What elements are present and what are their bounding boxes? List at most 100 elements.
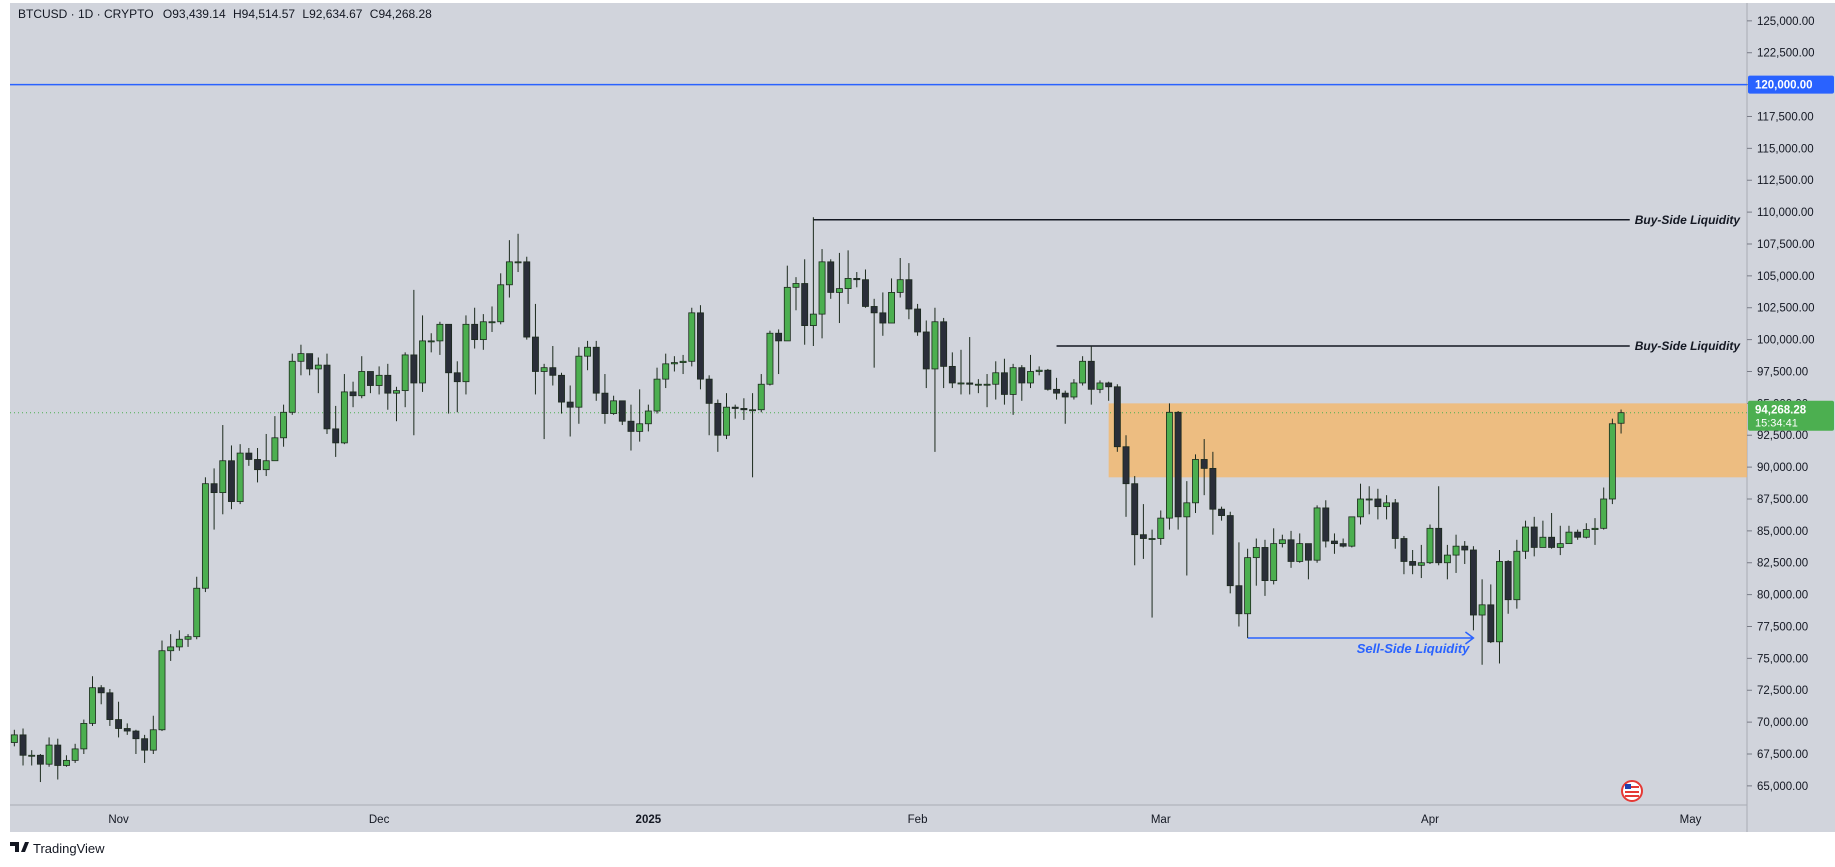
candle-body xyxy=(1409,561,1417,566)
candle-body xyxy=(271,437,279,462)
candle-body xyxy=(1513,550,1521,601)
candle-body xyxy=(1035,369,1043,372)
y-tick-label: 100,000.00 xyxy=(1757,335,1815,347)
candle-body xyxy=(1148,538,1156,540)
candle-body xyxy=(966,382,974,385)
candle-body xyxy=(453,372,461,383)
candle-body xyxy=(888,292,895,324)
candle-body xyxy=(714,402,722,436)
candle-body xyxy=(488,321,496,324)
candle-body xyxy=(436,323,444,342)
candle-body xyxy=(879,312,887,324)
candle-body xyxy=(592,346,600,394)
brand: TradingView xyxy=(10,841,105,856)
y-tick-label: 75,000.00 xyxy=(1757,653,1808,665)
candle-body xyxy=(1504,561,1512,601)
candle-body xyxy=(670,362,678,365)
candle-body xyxy=(1183,502,1191,518)
candle-body xyxy=(141,738,149,751)
candle-body xyxy=(262,460,270,471)
candle-body xyxy=(558,374,565,403)
candle-body xyxy=(1478,604,1486,616)
candle-body xyxy=(36,754,44,765)
candle-body xyxy=(445,323,453,374)
candle-body xyxy=(366,371,374,386)
candle-body xyxy=(1591,527,1599,530)
candle-body xyxy=(149,729,157,751)
candle-body xyxy=(1157,517,1165,539)
candle-body xyxy=(1522,526,1529,552)
candle-body xyxy=(1044,369,1052,390)
candle-body xyxy=(1469,549,1477,616)
candle-body xyxy=(358,371,366,397)
candle-body xyxy=(219,460,227,494)
y-tick-label: 125,000.00 xyxy=(1757,16,1815,28)
x-tick-label: May xyxy=(1680,814,1702,826)
candle-body xyxy=(1278,539,1286,545)
candle-body xyxy=(1235,585,1243,615)
candle-body xyxy=(1400,538,1408,562)
candle-body xyxy=(1131,483,1139,536)
candle-body xyxy=(618,400,626,422)
candle-body xyxy=(1548,536,1556,548)
candle-body xyxy=(1339,543,1347,547)
candle-body xyxy=(71,748,79,761)
candle-body xyxy=(827,261,835,293)
candle-body xyxy=(653,378,661,412)
candle-body xyxy=(19,734,27,756)
candle-body xyxy=(245,452,253,460)
y-tick-label: 70,000.00 xyxy=(1757,717,1808,729)
candle-body xyxy=(254,459,261,471)
liquidity-label: Buy-Side Liquidity xyxy=(1635,339,1742,353)
y-tick-label: 85,000.00 xyxy=(1757,526,1808,538)
candle-body xyxy=(184,636,192,640)
candle-body xyxy=(10,734,18,743)
candle-body xyxy=(983,383,991,386)
y-tick-label: 102,500.00 xyxy=(1757,303,1815,315)
x-tick-label: Apr xyxy=(1421,814,1439,826)
candle-body xyxy=(1174,411,1182,518)
candle-body xyxy=(1200,459,1208,469)
candle-body xyxy=(1139,534,1147,539)
candle-body xyxy=(332,428,340,444)
candle-body xyxy=(948,365,956,384)
candle-body xyxy=(1192,459,1199,504)
candle-body xyxy=(45,744,53,765)
candle-body xyxy=(636,423,644,432)
candle-body xyxy=(427,340,435,343)
candle-body xyxy=(523,261,531,338)
candle-body xyxy=(974,383,982,386)
y-tick-label: 117,500.00 xyxy=(1757,111,1814,123)
candle-body xyxy=(870,306,878,314)
ohlc-close: C94,268.28 xyxy=(370,7,432,21)
liquidity-zone xyxy=(1108,403,1747,478)
candle-body xyxy=(132,730,140,740)
candle-body xyxy=(1113,386,1121,448)
x-tick-label: 2025 xyxy=(636,814,662,826)
candle-body xyxy=(1061,392,1069,398)
candle-body xyxy=(905,279,913,310)
candle-body xyxy=(323,364,331,430)
candle-body xyxy=(1009,367,1017,395)
candle-body xyxy=(1079,360,1087,384)
x-tick-label: Mar xyxy=(1151,814,1171,826)
candle-body xyxy=(1426,527,1434,564)
candle-body xyxy=(158,650,166,731)
candle-body xyxy=(662,363,670,380)
y-tick-label: 115,000.00 xyxy=(1757,143,1814,155)
y-tick-label: 90,000.00 xyxy=(1757,462,1808,474)
y-tick-label: 107,500.00 xyxy=(1757,239,1815,251)
candle-body xyxy=(297,353,305,362)
candle-body xyxy=(1244,557,1252,615)
candle-body xyxy=(314,364,322,370)
candle-body xyxy=(167,646,175,652)
candle-body xyxy=(549,367,557,376)
candle-body xyxy=(1443,554,1451,564)
candle-body xyxy=(1087,360,1095,390)
candle-body xyxy=(1270,543,1278,581)
candle-body xyxy=(288,360,296,413)
sell-side-label: Sell-Side Liquidity xyxy=(1357,641,1470,656)
countdown-label: 15:34:41 xyxy=(1755,418,1798,430)
flag-icon xyxy=(1621,780,1643,802)
